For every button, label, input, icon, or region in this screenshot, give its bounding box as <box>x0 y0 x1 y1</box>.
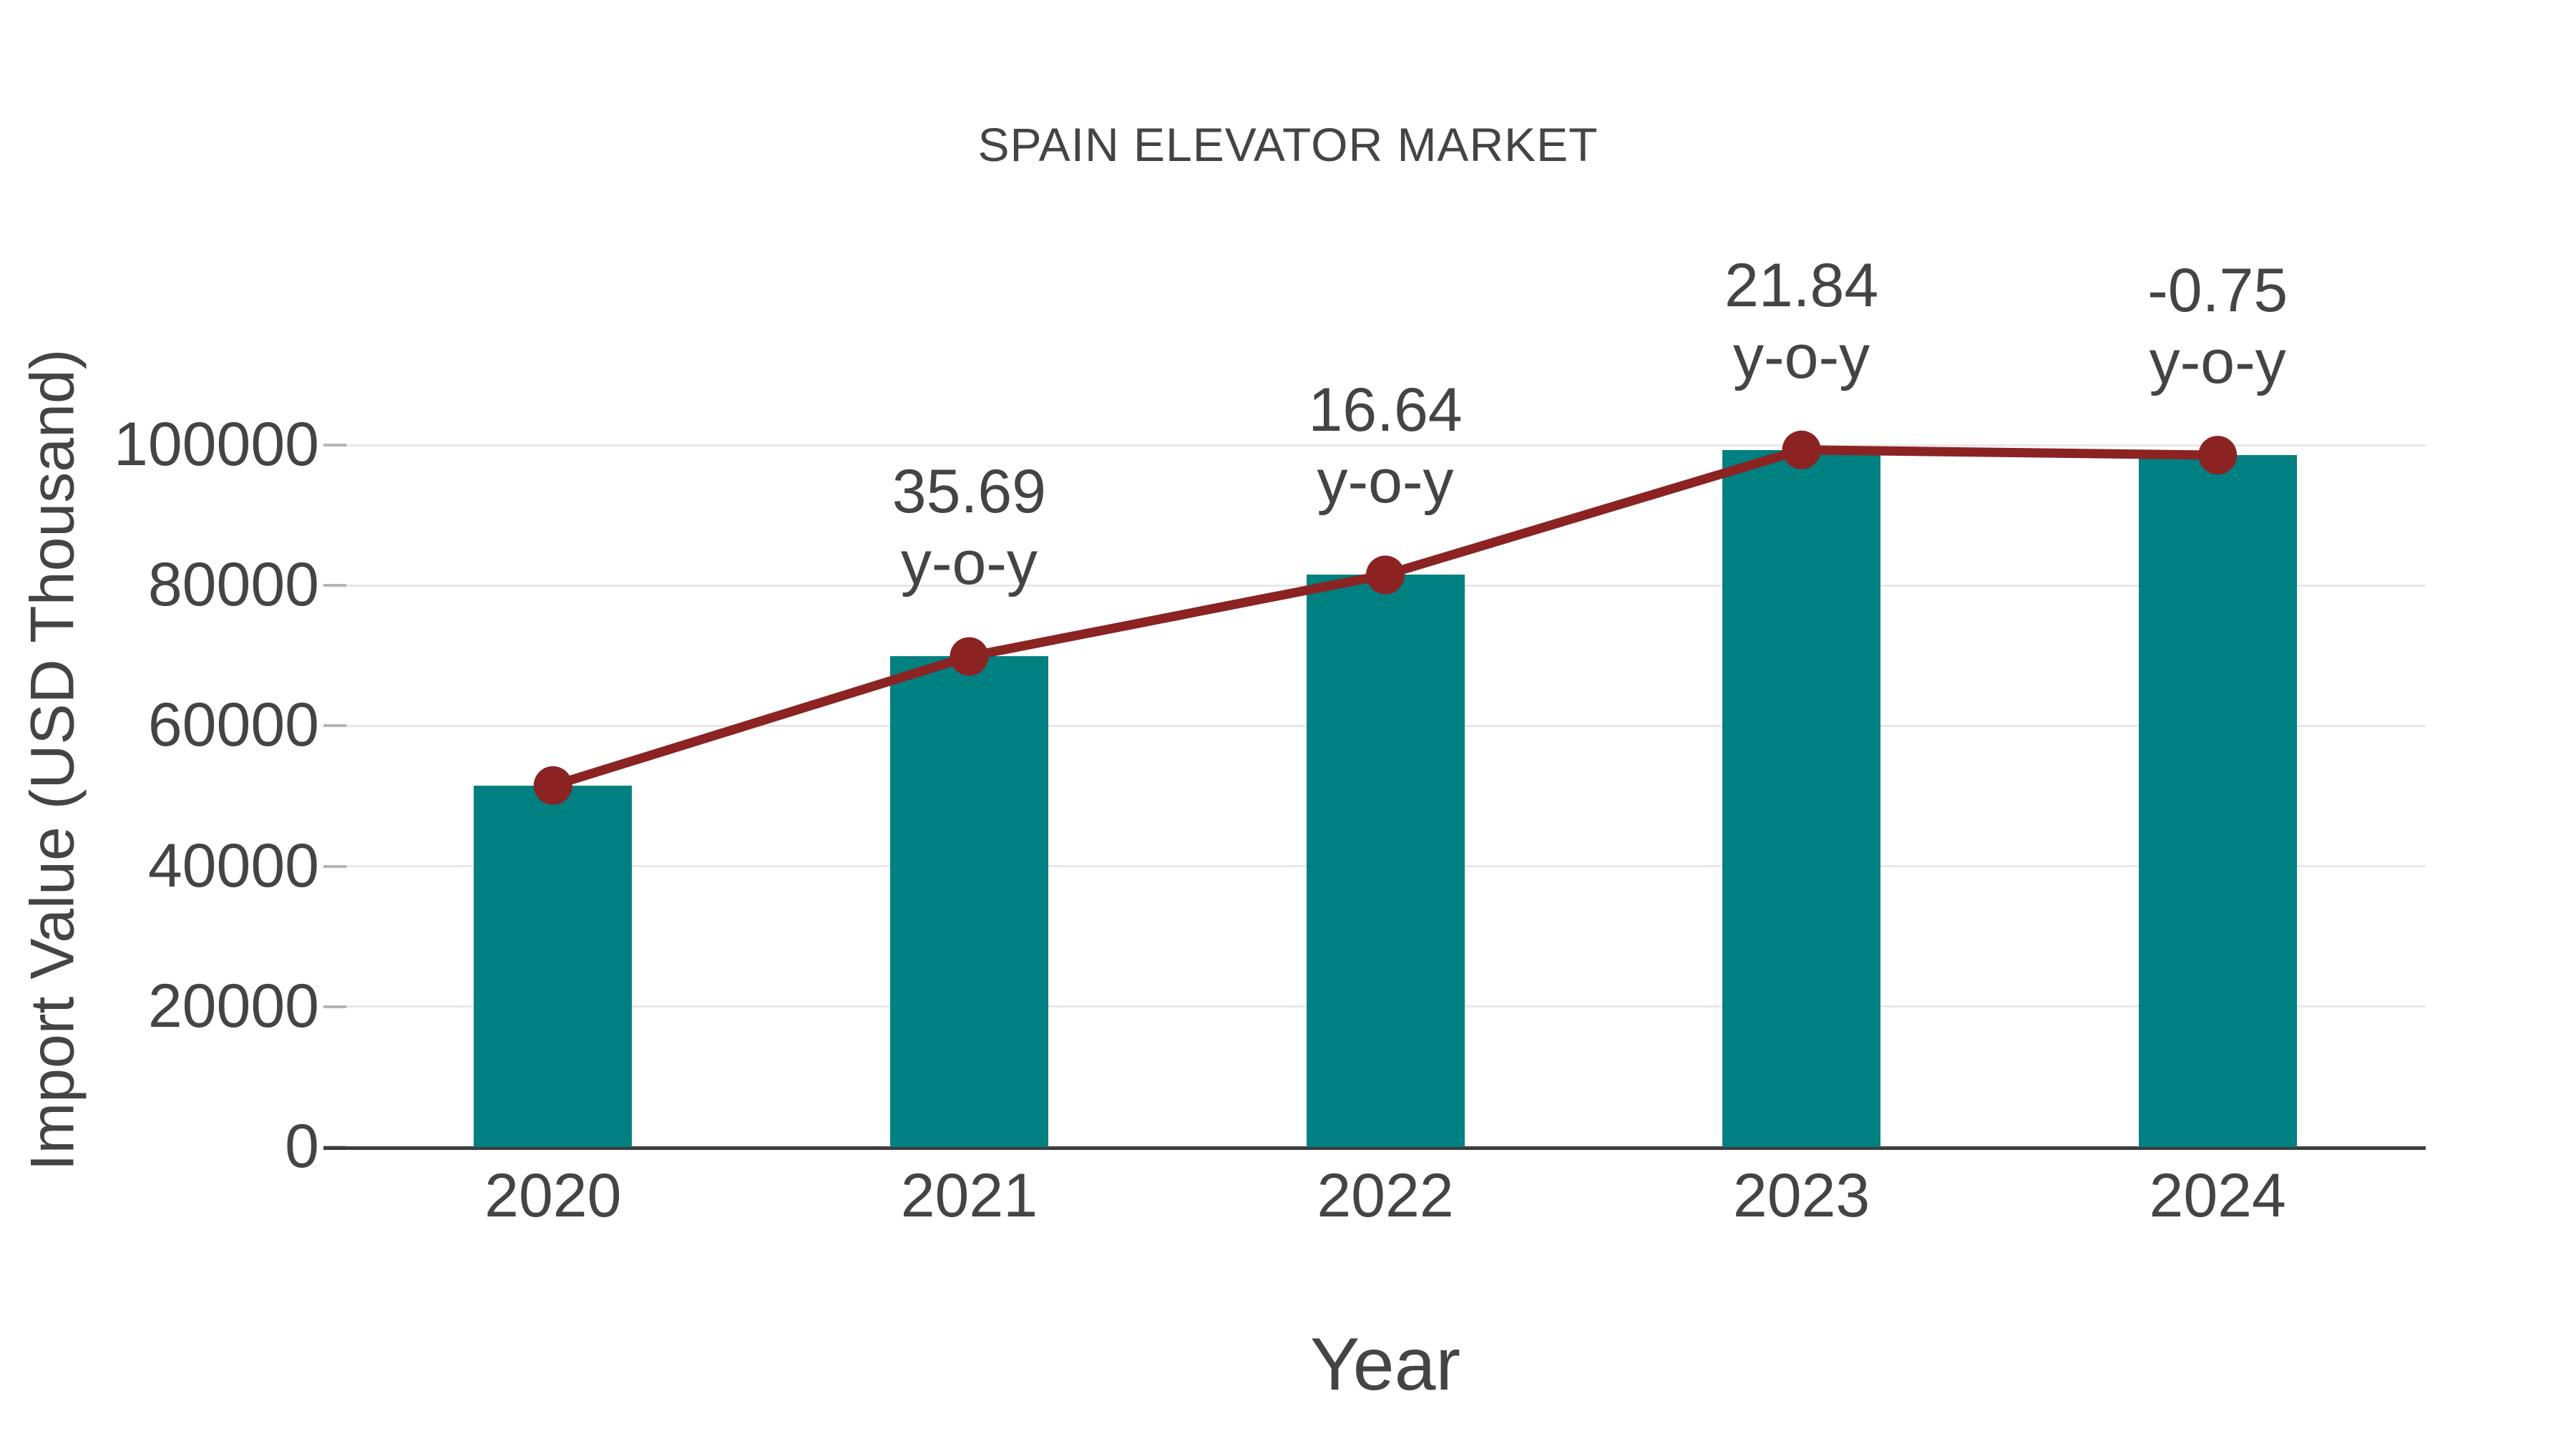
y-tick-mark <box>323 724 346 728</box>
bar-2021 <box>889 656 1048 1147</box>
x-axis-title: Year <box>1309 1323 1461 1406</box>
x-tick-label: 2023 <box>1732 1161 1870 1230</box>
y-tick-label: 60000 <box>147 691 319 760</box>
x-axis-line <box>323 1146 2426 1150</box>
x-tick-label: 2024 <box>2149 1161 2286 1230</box>
y-tick-label: 20000 <box>147 971 319 1040</box>
yoy-annotation-2024: -0.75 y-o-y <box>2060 255 2375 398</box>
bar-2023 <box>1722 449 1881 1147</box>
yoy-value: -0.75 <box>2147 256 2288 326</box>
yoy-value: 16.64 <box>1308 376 1463 445</box>
y-tick-label: 40000 <box>147 831 319 900</box>
y-tick-label: 100000 <box>114 410 319 479</box>
y-tick-label: 0 <box>285 1112 319 1181</box>
y-tick-label: 80000 <box>147 550 319 620</box>
yoy-value: 21.84 <box>1724 250 1879 320</box>
gridline <box>345 444 2426 447</box>
bar-2022 <box>1306 575 1465 1147</box>
y-tick-mark <box>323 584 346 587</box>
yoy-annotation-2021: 35.69 y-o-y <box>811 456 1126 599</box>
bar-2024 <box>2138 455 2297 1147</box>
yoy-suffix: y-o-y <box>1317 447 1454 517</box>
yoy-suffix: y-o-y <box>900 529 1038 598</box>
y-tick-mark <box>323 864 346 868</box>
x-tick-label: 2020 <box>484 1161 622 1230</box>
yoy-annotation-2022: 16.64 y-o-y <box>1228 374 1543 517</box>
x-tick-label: 2021 <box>900 1161 1038 1230</box>
yoy-suffix: y-o-y <box>2149 328 2286 397</box>
yoy-value: 35.69 <box>892 457 1046 527</box>
x-tick-label: 2022 <box>1317 1161 1454 1230</box>
chart-title: SPAIN ELEVATOR MARKET <box>977 118 1599 171</box>
y-tick-mark <box>323 1005 346 1008</box>
bar-2020 <box>474 785 633 1147</box>
yoy-suffix: y-o-y <box>1733 322 1870 391</box>
y-tick-mark <box>323 444 346 447</box>
yoy-annotation-2023: 21.84 y-o-y <box>1644 250 1959 393</box>
